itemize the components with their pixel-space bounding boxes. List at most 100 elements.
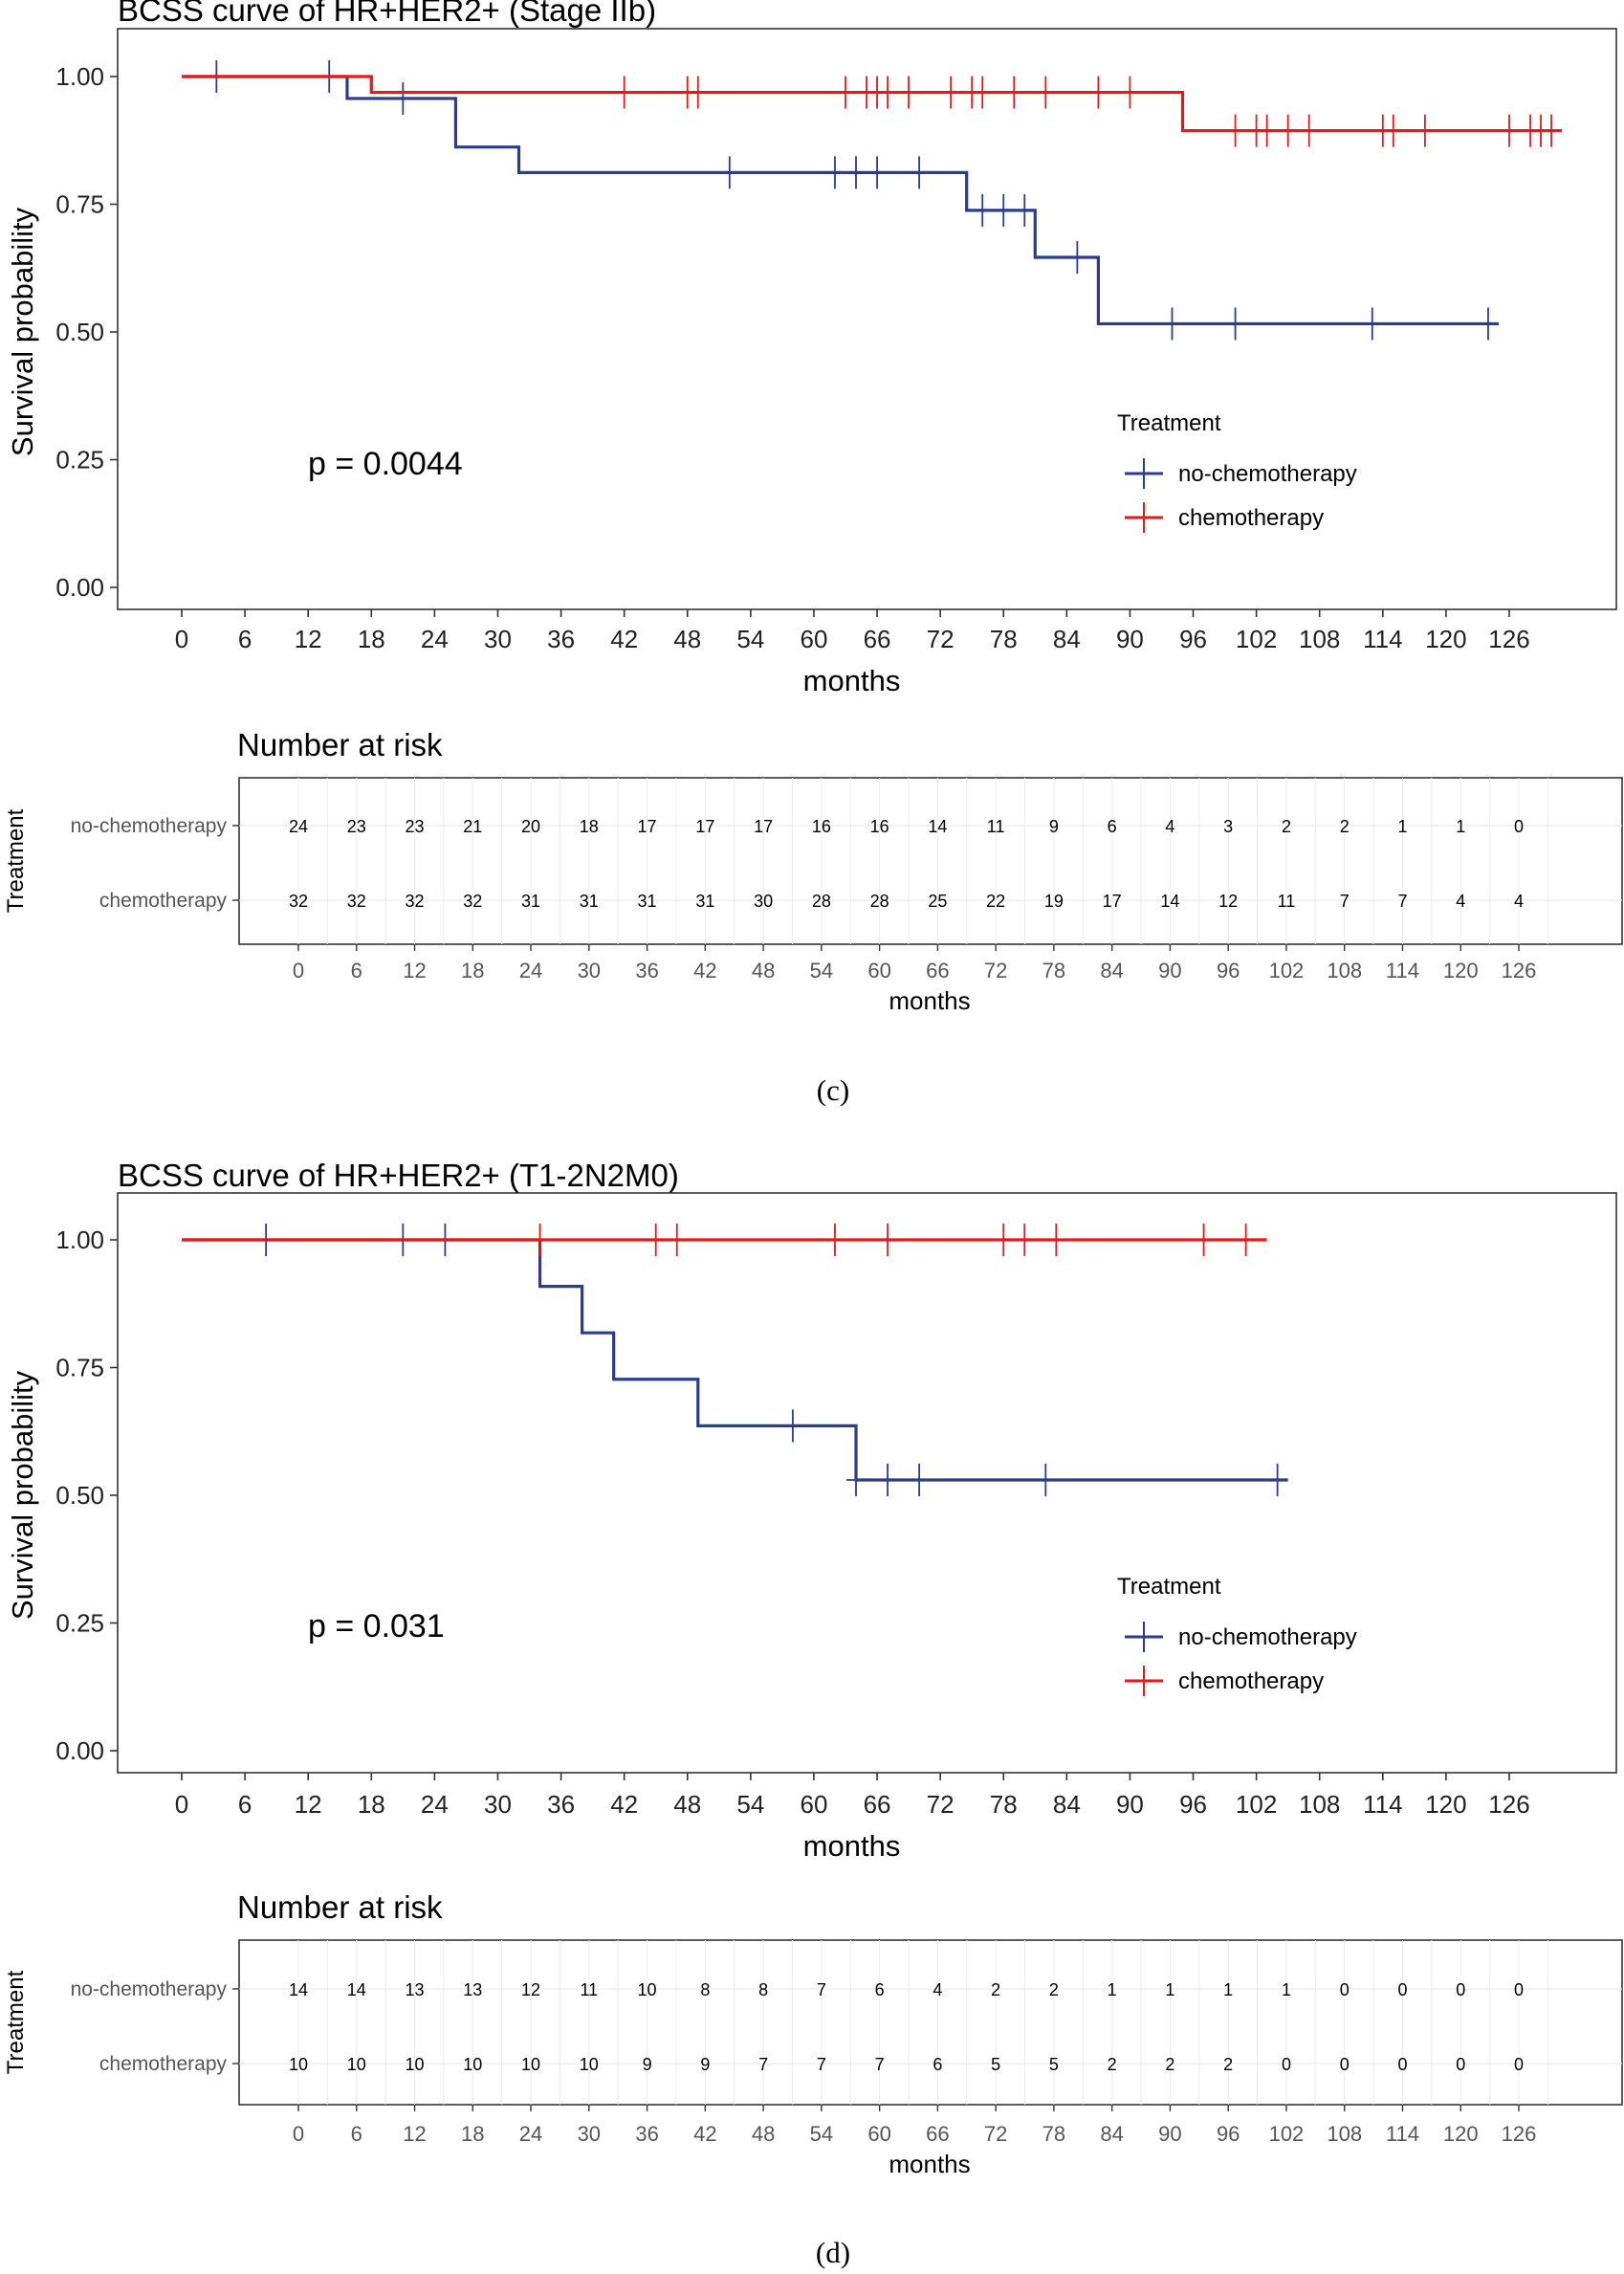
x-tick-label: 24 (421, 625, 449, 653)
risk-x-tick-label: 30 (578, 2122, 601, 2146)
survival-curve-chemotherapy (182, 75, 1563, 133)
risk-count: 3 (1223, 817, 1233, 836)
risk-x-axis-label: months (889, 986, 970, 1015)
risk-count: 14 (1160, 892, 1179, 911)
risk-x-tick-label: 12 (403, 959, 426, 982)
risk-count: 31 (521, 892, 540, 911)
risk-x-tick-label: 6 (351, 959, 362, 982)
x-tick-label: 66 (864, 1790, 891, 1819)
x-tick-label: 42 (610, 1790, 638, 1819)
risk-count: 8 (758, 1980, 768, 1999)
risk-x-tick-label: 72 (984, 2122, 1007, 2146)
y-tick-label: 0.25 (55, 446, 104, 475)
risk-x-tick-label: 66 (926, 959, 949, 982)
risk-count: 4 (933, 1980, 942, 1999)
risk-count: 23 (347, 817, 366, 836)
risk-count: 0 (1282, 2055, 1291, 2074)
risk-x-tick-label: 108 (1327, 959, 1362, 982)
risk-count: 25 (928, 892, 947, 911)
x-tick-label: 48 (673, 625, 701, 653)
risk-count: 1 (1282, 1980, 1291, 1999)
legend-label: chemotherapy (1178, 505, 1324, 531)
risk-count: 10 (289, 2055, 308, 2074)
x-tick-label: 90 (1116, 1790, 1144, 1819)
risk-count: 7 (817, 2055, 826, 2074)
chart-title: BCSS curve of HR+HER2+ (T1-2N2M0) (118, 1158, 679, 1193)
y-axis-label: Survival probability (6, 207, 39, 456)
risk-count: 0 (1340, 2055, 1350, 2074)
risk-count: 10 (347, 2055, 366, 2074)
risk-x-tick-label: 90 (1158, 2122, 1181, 2146)
risk-x-tick-label: 96 (1217, 959, 1240, 982)
risk-x-tick-label: 6 (351, 2122, 362, 2146)
risk-count: 10 (521, 2055, 540, 2074)
risk-count: 7 (758, 2055, 768, 2074)
risk-x-tick-label: 120 (1443, 959, 1479, 982)
y-tick-label: 1.00 (55, 1225, 104, 1254)
x-tick-label: 72 (927, 1790, 955, 1819)
chart-title: BCSS curve of HR+HER2+ (Stage IIb) (118, 0, 656, 28)
risk-x-tick-label: 54 (810, 2122, 833, 2146)
risk-count: 1 (1108, 1980, 1117, 1999)
risk-x-tick-label: 12 (403, 2122, 426, 2146)
legend-label: no-chemotherapy (1178, 1624, 1357, 1650)
risk-count: 32 (463, 892, 482, 911)
risk-count: 0 (1514, 1980, 1524, 1999)
risk-count: 31 (638, 892, 657, 911)
risk-count: 13 (406, 1980, 425, 1999)
plot-panel (117, 28, 1617, 610)
risk-count: 22 (986, 892, 1005, 911)
y-tick-label: 1.00 (55, 62, 104, 91)
risk-count: 7 (875, 2055, 885, 2074)
risk-count: 2 (1165, 2055, 1174, 2074)
risk-strata-label: no-chemotherapy (71, 1978, 228, 2000)
y-axis-label: Survival probability (6, 1370, 39, 1620)
risk-y-axis-label: Treatment (3, 808, 29, 913)
risk-count: 5 (991, 2055, 1000, 2074)
y-tick-label: 0.75 (55, 190, 104, 219)
risk-x-tick-label: 108 (1327, 2122, 1362, 2146)
risk-x-tick-label: 42 (693, 959, 716, 982)
y-tick-label: 0.75 (55, 1354, 104, 1382)
risk-count: 0 (1397, 1980, 1407, 1999)
risk-count: 11 (987, 817, 1005, 836)
x-tick-label: 78 (990, 1790, 1018, 1819)
risk-count: 16 (812, 817, 831, 836)
risk-count: 23 (406, 817, 425, 836)
x-tick-label: 48 (673, 1790, 701, 1819)
risk-count: 1 (1223, 1980, 1233, 1999)
x-tick-label: 36 (547, 1790, 575, 1819)
risk-x-tick-label: 78 (1042, 2122, 1065, 2146)
x-tick-label: 114 (1363, 1790, 1402, 1819)
risk-strata-label: no-chemotherapy (71, 815, 228, 837)
risk-count: 0 (1514, 2055, 1524, 2074)
risk-count: 31 (580, 892, 599, 911)
risk-x-tick-label: 30 (578, 959, 601, 982)
risk-x-tick-label: 48 (752, 2122, 775, 2146)
risk-table-panel (238, 777, 1623, 945)
risk-count: 6 (933, 2055, 942, 2074)
x-tick-label: 60 (800, 1790, 827, 1819)
risk-x-tick-label: 114 (1386, 959, 1419, 982)
risk-x-tick-label: 102 (1269, 2122, 1305, 2146)
risk-count: 0 (1456, 1980, 1465, 1999)
y-tick-label: 0.50 (55, 1481, 104, 1510)
risk-x-tick-label: 114 (1386, 2122, 1419, 2146)
risk-count: 2 (1282, 817, 1291, 836)
legend-title: Treatment (1117, 410, 1221, 436)
risk-count: 2 (1049, 1980, 1059, 1999)
risk-count: 11 (580, 1980, 598, 1999)
figure-caption: (c) (817, 1073, 849, 1107)
risk-count: 2 (1108, 2055, 1117, 2074)
risk-x-tick-label: 0 (293, 959, 304, 982)
x-axis-label: months (803, 1829, 901, 1863)
risk-count: 0 (1514, 817, 1524, 836)
risk-x-tick-label: 102 (1269, 959, 1305, 982)
risk-strata-label: chemotherapy (99, 2053, 228, 2075)
y-tick-label: 0.00 (55, 573, 104, 602)
risk-count: 4 (1165, 817, 1174, 836)
risk-count: 1 (1456, 817, 1465, 836)
legend-title: Treatment (1117, 1574, 1221, 1600)
risk-x-tick-label: 84 (1100, 959, 1123, 982)
